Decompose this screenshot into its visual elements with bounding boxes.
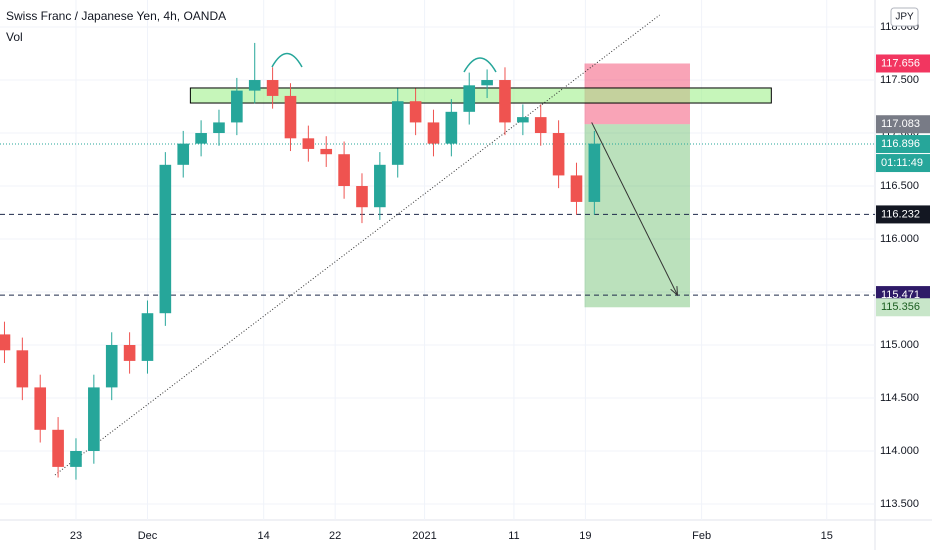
- candle-body: [141, 313, 154, 361]
- resistance-zone: [189, 87, 772, 104]
- candle-body: [534, 117, 547, 134]
- y-tick-label: 114.000: [880, 445, 919, 457]
- countdown: 01:11:49: [881, 157, 923, 169]
- price-label: 116.232: [881, 208, 920, 220]
- candle-body: [499, 80, 511, 123]
- price-label: 116.896: [881, 138, 920, 150]
- chart-title: Swiss Franc / Japanese Yen, 4h, OANDA: [6, 9, 226, 23]
- candle-body: [374, 164, 386, 208]
- candle-body: [570, 175, 583, 202]
- price-label-bg: [876, 54, 930, 73]
- candle-body: [463, 85, 476, 112]
- candle-body: [409, 101, 422, 123]
- volume-label: Vol: [6, 30, 23, 44]
- candle-body: [213, 122, 225, 134]
- candle-body: [427, 122, 440, 144]
- price-label-bg: [876, 298, 930, 317]
- y-tick-label: 116.000: [880, 233, 919, 245]
- y-tick-label: 116.500: [880, 180, 919, 192]
- candle-body: [70, 450, 82, 467]
- price-label-bg: [876, 205, 930, 224]
- candle-body: [88, 387, 100, 451]
- candle-body: [52, 429, 64, 467]
- candle-body: [481, 80, 493, 86]
- x-tick-label: 22: [329, 530, 341, 542]
- trend-line: [54, 14, 660, 476]
- countdown-bg: [876, 154, 930, 173]
- candle-body: [16, 350, 29, 388]
- candle-body: [266, 80, 279, 96]
- price-label: 115.356: [881, 301, 920, 313]
- price-label-bg: [876, 115, 930, 134]
- currency-badge[interactable]: [890, 7, 919, 27]
- candle-body: [302, 138, 315, 149]
- pattern-arc: [463, 57, 497, 73]
- candle-body: [231, 90, 243, 123]
- candle-body: [356, 186, 368, 208]
- candle-body: [248, 80, 261, 91]
- candle-body: [517, 117, 529, 123]
- price-label-bg: [876, 135, 930, 154]
- candle-body: [338, 154, 350, 187]
- candle-body: [34, 387, 47, 430]
- candle-body: [177, 143, 190, 165]
- x-tick-label: 11: [508, 530, 519, 542]
- x-tick-label: 23: [70, 530, 82, 542]
- candle-body: [284, 95, 297, 139]
- candle-body: [159, 164, 172, 314]
- price-label: 117.083: [881, 118, 920, 130]
- x-tick-label: Feb: [692, 530, 711, 542]
- candle-body: [105, 345, 118, 388]
- price-label: 117.656: [881, 57, 920, 69]
- candle-body: [552, 133, 565, 176]
- arrow-head: [670, 286, 679, 297]
- currency-label: JPY: [895, 12, 914, 23]
- price-label: 115.471: [881, 289, 920, 301]
- candle-body: [588, 143, 601, 202]
- x-tick-label: 14: [258, 530, 270, 542]
- target-zone: [584, 124, 690, 308]
- y-tick-label: 113.500: [880, 498, 919, 510]
- candle-body: [445, 111, 458, 144]
- x-tick-label: Dec: [138, 530, 158, 542]
- candle-body: [320, 148, 333, 155]
- x-tick-label: 19: [579, 530, 591, 542]
- x-tick-label: 15: [821, 530, 833, 542]
- candle-body: [195, 133, 207, 144]
- candle-body: [391, 101, 404, 165]
- pattern-arc: [271, 52, 303, 68]
- x-tick-label: 2021: [412, 530, 436, 542]
- y-tick-label: 117.500: [880, 74, 919, 86]
- candle-body: [0, 334, 11, 351]
- candle-body: [123, 345, 136, 361]
- y-tick-label: 115.000: [880, 339, 919, 351]
- arrow: [591, 122, 678, 296]
- y-tick-label: 114.500: [880, 392, 919, 404]
